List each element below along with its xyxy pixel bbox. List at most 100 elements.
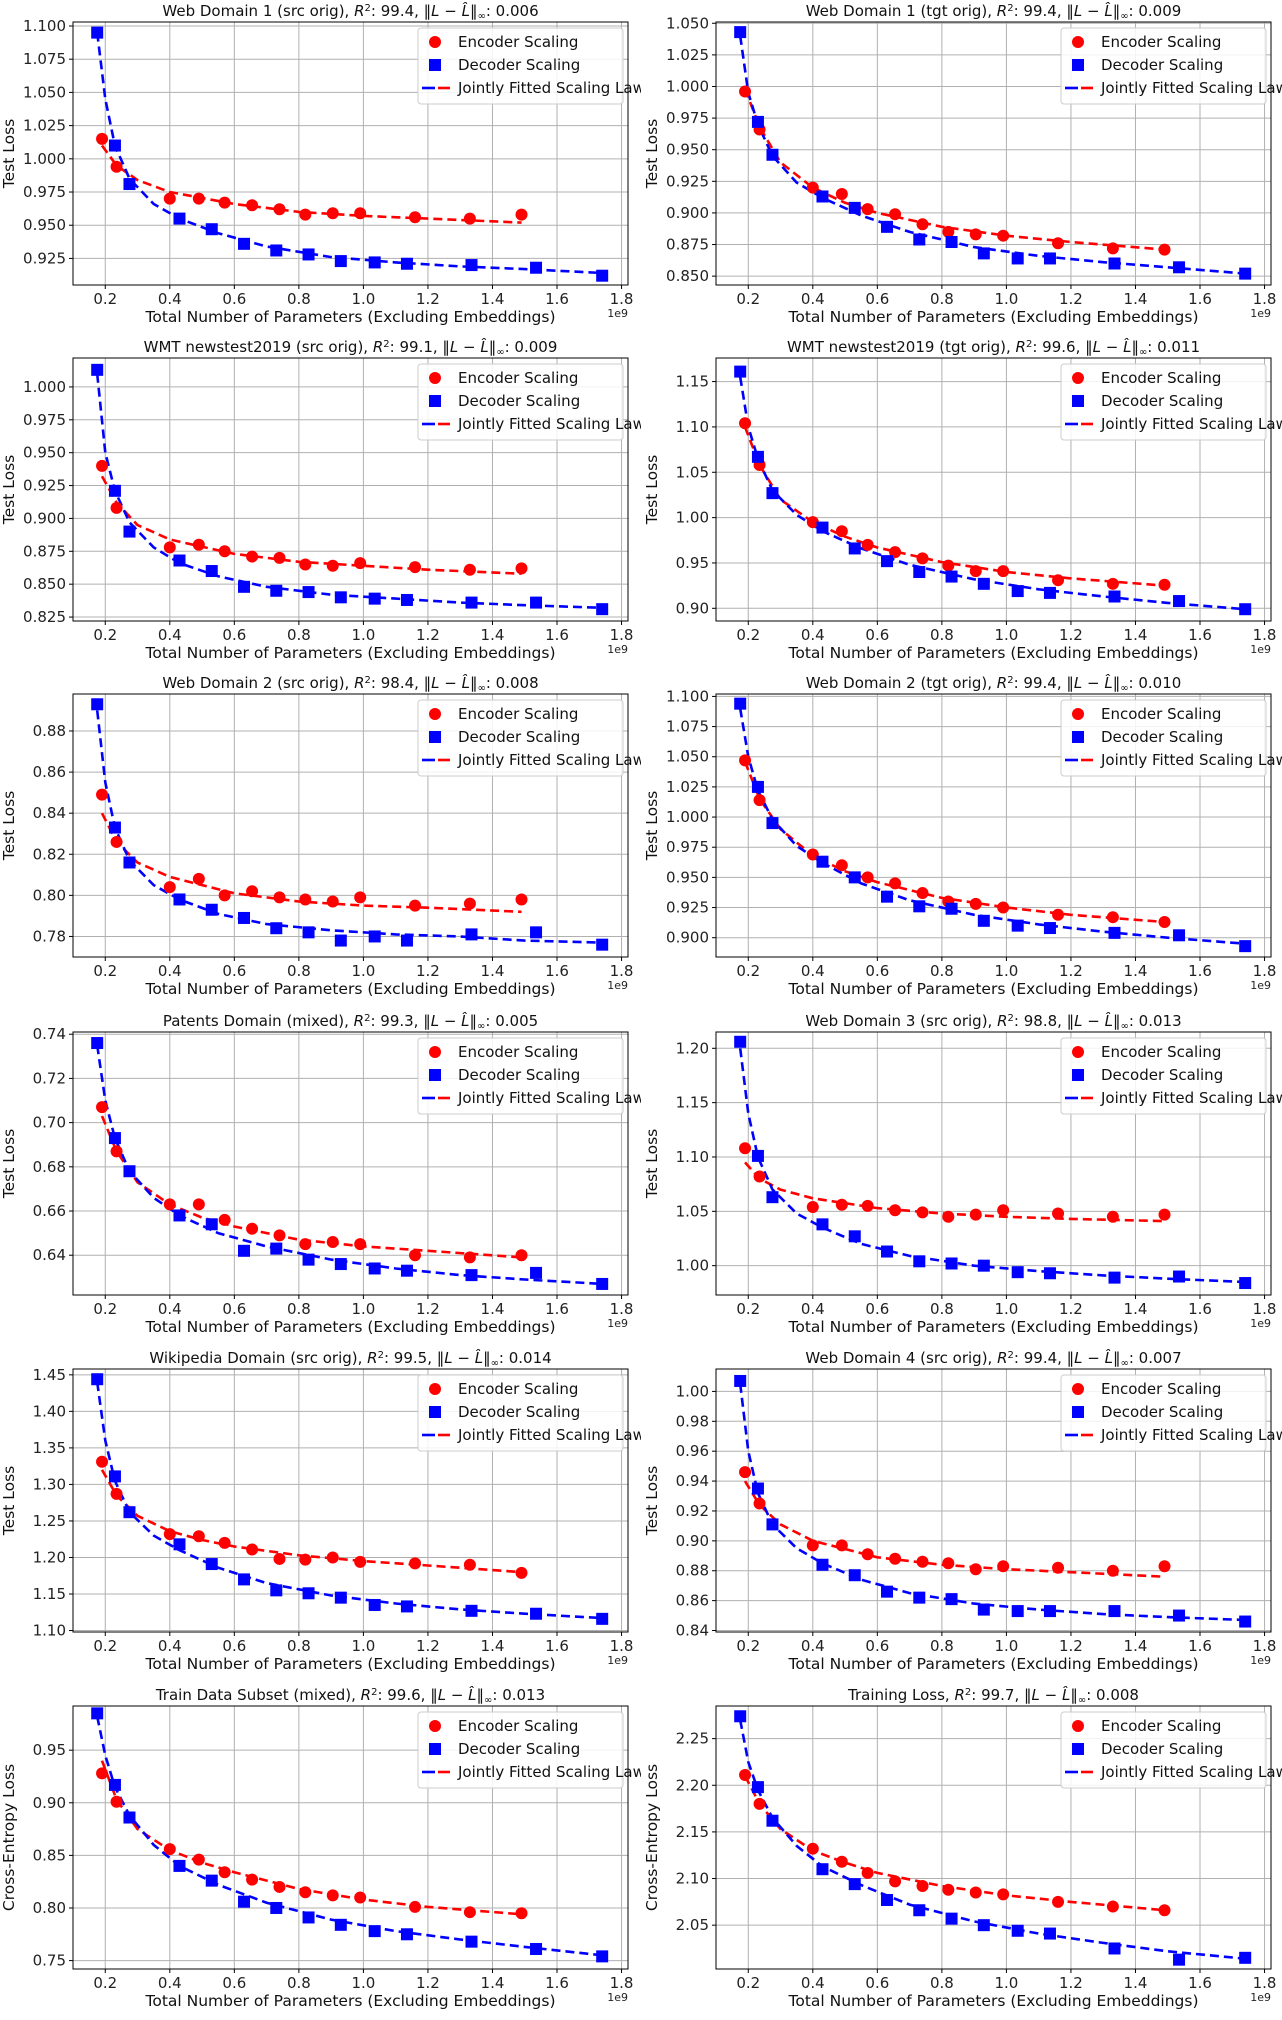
subplot-11: Train Data Subset (mixed), R2: 99.6, ‖L …: [0, 1684, 641, 2020]
legend-decoder-marker: [1072, 1743, 1084, 1755]
encoder-point: [806, 181, 819, 194]
legend-fit-label: Jointly Fitted Scaling Law: [1100, 1089, 1282, 1107]
encoder-point: [163, 192, 176, 205]
encoder-point: [997, 1888, 1010, 1901]
x-tick-label: 1.4: [1124, 1974, 1148, 1992]
title-norm-close: ‖: [483, 1349, 491, 1367]
legend-decoder-label: Decoder Scaling: [1101, 728, 1223, 746]
legend-fit-label: Jointly Fitted Scaling Law: [457, 79, 641, 97]
decoder-point: [400, 257, 413, 270]
y-tick-label: 0.900: [666, 929, 709, 947]
y-tick-label: 1.30: [33, 1475, 66, 1493]
x-tick-label: 0.6: [222, 290, 246, 308]
x-tick-label: 0.2: [93, 1637, 117, 1655]
legend: Encoder Scaling Decoder Scaling Jointly Fi…: [1060, 699, 1282, 777]
x-tick-label: 1.4: [481, 290, 505, 308]
x-tick-label: 0.8: [287, 290, 311, 308]
encoder-point: [96, 1455, 109, 1468]
encoder-point: [1106, 911, 1119, 924]
legend-encoder-marker: [1072, 36, 1084, 48]
fit-line: [743, 88, 1165, 251]
legend-decoder-marker: [429, 395, 441, 407]
legend-decoder-marker: [429, 59, 441, 71]
legend-encoder-label: Encoder Scaling: [458, 1717, 578, 1735]
legend-encoder-label: Encoder Scaling: [1101, 33, 1221, 51]
title-norm: L − L̂: [444, 1348, 483, 1367]
encoder-point: [354, 1891, 367, 1904]
title-r2-value: : 98.8, ‖: [1014, 1012, 1074, 1030]
encoder-point: [1158, 578, 1171, 591]
decoder-point: [108, 1132, 121, 1145]
legend-box: [417, 1037, 624, 1115]
decoder-point: [977, 1259, 990, 1272]
x-tick-label: 0.6: [222, 962, 246, 980]
y-tick-label: 0.94: [676, 1472, 709, 1490]
title-inf: ∞: [1078, 1695, 1086, 1706]
encoder-point: [753, 1797, 766, 1810]
x-tick-label: 1.2: [1059, 962, 1083, 980]
title-norm: L − L̂: [1074, 673, 1113, 692]
decoder-point: [238, 1895, 251, 1908]
title-norm: L − L̂: [1074, 1, 1113, 20]
fit-line: [744, 1161, 1165, 1223]
decoder-point: [108, 1470, 121, 1483]
x-axis-label: Total Number of Parameters (Excluding Em…: [145, 644, 556, 662]
x-tick-label: 0.8: [930, 1300, 954, 1318]
encoder-point: [969, 897, 982, 910]
x-tick-label: 0.2: [93, 626, 117, 644]
title-r2-exp: 2: [1008, 1013, 1014, 1024]
y-tick-label: 0.950: [23, 444, 66, 462]
decoder-point: [205, 1218, 218, 1231]
decoder-point: [123, 525, 136, 538]
decoder-point: [734, 697, 747, 710]
decoder-point: [734, 1374, 747, 1387]
x-tick-label: 1.2: [416, 290, 440, 308]
title-linf-value: : 0.007: [1129, 1349, 1182, 1367]
x-axis-label: Total Number of Parameters (Excluding Em…: [145, 1318, 556, 1336]
x-axis-multiplier: 1e9: [1250, 1991, 1271, 2004]
decoder-point: [848, 201, 861, 214]
legend-decoder-marker: [429, 1069, 441, 1081]
x-tick-label: 1.0: [351, 1637, 375, 1655]
legend-decoder-label: Decoder Scaling: [1101, 1740, 1223, 1758]
fit-line: [743, 1480, 1165, 1578]
y-tick-label: 1.050: [666, 14, 709, 32]
encoder-point: [515, 1566, 528, 1579]
encoder-point: [835, 1855, 848, 1868]
encoder-point: [806, 1539, 819, 1552]
legend-fit-label: Jointly Fitted Scaling Law: [1100, 1763, 1282, 1781]
x-tick-label: 1.4: [1124, 1300, 1148, 1318]
encoder-point: [299, 208, 312, 221]
decoder-point: [368, 930, 381, 943]
y-tick-label: 1.050: [23, 83, 66, 101]
y-tick-label: 0.975: [666, 109, 709, 127]
x-tick-label: 1.6: [545, 1300, 569, 1318]
decoder-point: [1173, 595, 1186, 608]
x-axis-label: Total Number of Parameters (Excluding Em…: [145, 1992, 556, 2010]
y-tick-label: 0.92: [676, 1502, 709, 1520]
encoder-point: [463, 212, 476, 225]
encoder-point: [942, 1883, 955, 1896]
decoder-point: [205, 565, 218, 578]
x-tick-label: 1.6: [545, 1974, 569, 1992]
legend: Encoder Scaling Decoder Scaling Jointly Fi…: [417, 699, 641, 777]
subplot-5: Web Domain 2 (src orig), R2: 98.4, ‖L − …: [0, 672, 641, 1008]
y-axis-label: Test Loss: [0, 119, 18, 189]
y-tick-label: 0.95: [676, 554, 709, 572]
encoder-point: [739, 417, 752, 430]
decoder-point: [734, 1035, 747, 1048]
y-axis-label: Test Loss: [0, 1129, 18, 1199]
encoder-point: [1052, 1207, 1065, 1220]
encoder-point: [753, 1497, 766, 1510]
title-linf-value: : 0.005: [485, 1012, 538, 1030]
decoder-point: [734, 365, 747, 378]
x-tick-label: 1.2: [1059, 1974, 1083, 1992]
decoder-point: [465, 596, 478, 609]
y-axis-label: Test Loss: [643, 1129, 661, 1199]
subplot-title: Train Data Subset (mixed), R2: 99.6, ‖L …: [155, 1685, 545, 1706]
title-name: Web Domain 2 (tgt orig),: [806, 674, 997, 692]
x-tick-label: 1.2: [416, 626, 440, 644]
decoder-point: [173, 1859, 186, 1872]
encoder-point: [806, 1842, 819, 1855]
decoder-point: [881, 220, 894, 233]
